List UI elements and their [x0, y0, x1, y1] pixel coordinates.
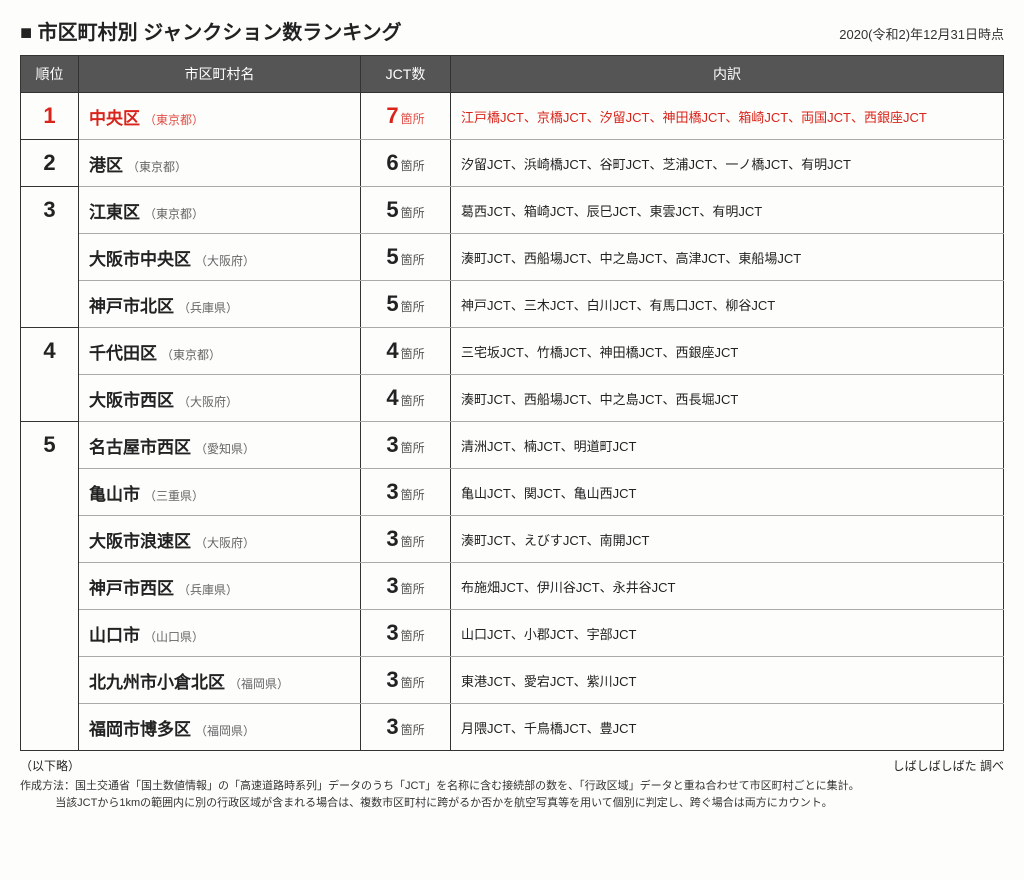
detail-cell: 汐留JCT、浜崎橋JCT、谷町JCT、芝浦JCT、一ノ橋JCT、有明JCT: [451, 140, 1004, 187]
city-cell: 名古屋市西区（愛知県）: [79, 422, 361, 469]
count-cell: 3箇所: [361, 657, 451, 704]
city-cell: 江東区（東京都）: [79, 187, 361, 234]
detail-cell: 月隈JCT、千鳥橋JCT、豊JCT: [451, 704, 1004, 751]
rank-cell: 2: [21, 140, 79, 187]
count-cell: 5箇所: [361, 234, 451, 281]
rank-cell: 4: [21, 328, 79, 422]
city-cell: 大阪市西区（大阪府）: [79, 375, 361, 422]
detail-cell: 神戸JCT、三木JCT、白川JCT、有馬口JCT、柳谷JCT: [451, 281, 1004, 328]
city-cell: 山口市（山口県）: [79, 610, 361, 657]
city-cell: 千代田区（東京都）: [79, 328, 361, 375]
count-cell: 3箇所: [361, 469, 451, 516]
col-count: JCT数: [361, 56, 451, 93]
city-cell: 大阪市浪速区（大阪府）: [79, 516, 361, 563]
city-cell: 北九州市小倉北区（福岡県）: [79, 657, 361, 704]
page-title: ■ 市区町村別 ジャンクション数ランキング: [20, 16, 402, 45]
col-city: 市区町村名: [79, 56, 361, 93]
city-cell: 福岡市博多区（福岡県）: [79, 704, 361, 751]
detail-cell: 湊町JCT、えびすJCT、南開JCT: [451, 516, 1004, 563]
detail-cell: 東港JCT、愛宕JCT、紫川JCT: [451, 657, 1004, 704]
rank-cell: 1: [21, 93, 79, 140]
omitted-note: （以下略）: [20, 757, 80, 774]
col-rank: 順位: [21, 56, 79, 93]
rank-cell: 3: [21, 187, 79, 328]
asof-date: 2020(令和2)年12月31日時点: [839, 24, 1004, 43]
city-cell: 大阪市中央区（大阪府）: [79, 234, 361, 281]
city-cell: 神戸市西区（兵庫県）: [79, 563, 361, 610]
count-cell: 5箇所: [361, 281, 451, 328]
jct-ranking-table: 順位 市区町村名 JCT数 内訳 1中央区（東京都）7箇所江戸橋JCT、京橋JC…: [20, 55, 1004, 751]
count-cell: 4箇所: [361, 328, 451, 375]
city-cell: 中央区（東京都）: [79, 93, 361, 140]
detail-cell: 湊町JCT、西船場JCT、中之島JCT、西長堀JCT: [451, 375, 1004, 422]
detail-cell: 清洲JCT、楠JCT、明道町JCT: [451, 422, 1004, 469]
detail-cell: 江戸橋JCT、京橋JCT、汐留JCT、神田橋JCT、箱崎JCT、両国JCT、西銀…: [451, 93, 1004, 140]
count-cell: 3箇所: [361, 704, 451, 751]
detail-cell: 布施畑JCT、伊川谷JCT、永井谷JCT: [451, 563, 1004, 610]
col-detail: 内訳: [451, 56, 1004, 93]
city-cell: 港区（東京都）: [79, 140, 361, 187]
detail-cell: 湊町JCT、西船場JCT、中之島JCT、高津JCT、東船場JCT: [451, 234, 1004, 281]
method-notes: 作成方法：国土交通省「国土数値情報」の「高速道路時系列」データのうち「JCT」を…: [20, 778, 1004, 811]
detail-cell: 三宅坂JCT、竹橋JCT、神田橋JCT、西銀座JCT: [451, 328, 1004, 375]
count-cell: 3箇所: [361, 422, 451, 469]
detail-cell: 葛西JCT、箱崎JCT、辰巳JCT、東雲JCT、有明JCT: [451, 187, 1004, 234]
detail-cell: 亀山JCT、関JCT、亀山西JCT: [451, 469, 1004, 516]
count-cell: 3箇所: [361, 610, 451, 657]
city-cell: 神戸市北区（兵庫県）: [79, 281, 361, 328]
count-cell: 7箇所: [361, 93, 451, 140]
count-cell: 3箇所: [361, 516, 451, 563]
credit: しばしばしばた 調べ: [893, 757, 1004, 774]
city-cell: 亀山市（三重県）: [79, 469, 361, 516]
rank-cell: 5: [21, 422, 79, 751]
count-cell: 3箇所: [361, 563, 451, 610]
count-cell: 6箇所: [361, 140, 451, 187]
count-cell: 5箇所: [361, 187, 451, 234]
count-cell: 4箇所: [361, 375, 451, 422]
detail-cell: 山口JCT、小郡JCT、宇部JCT: [451, 610, 1004, 657]
